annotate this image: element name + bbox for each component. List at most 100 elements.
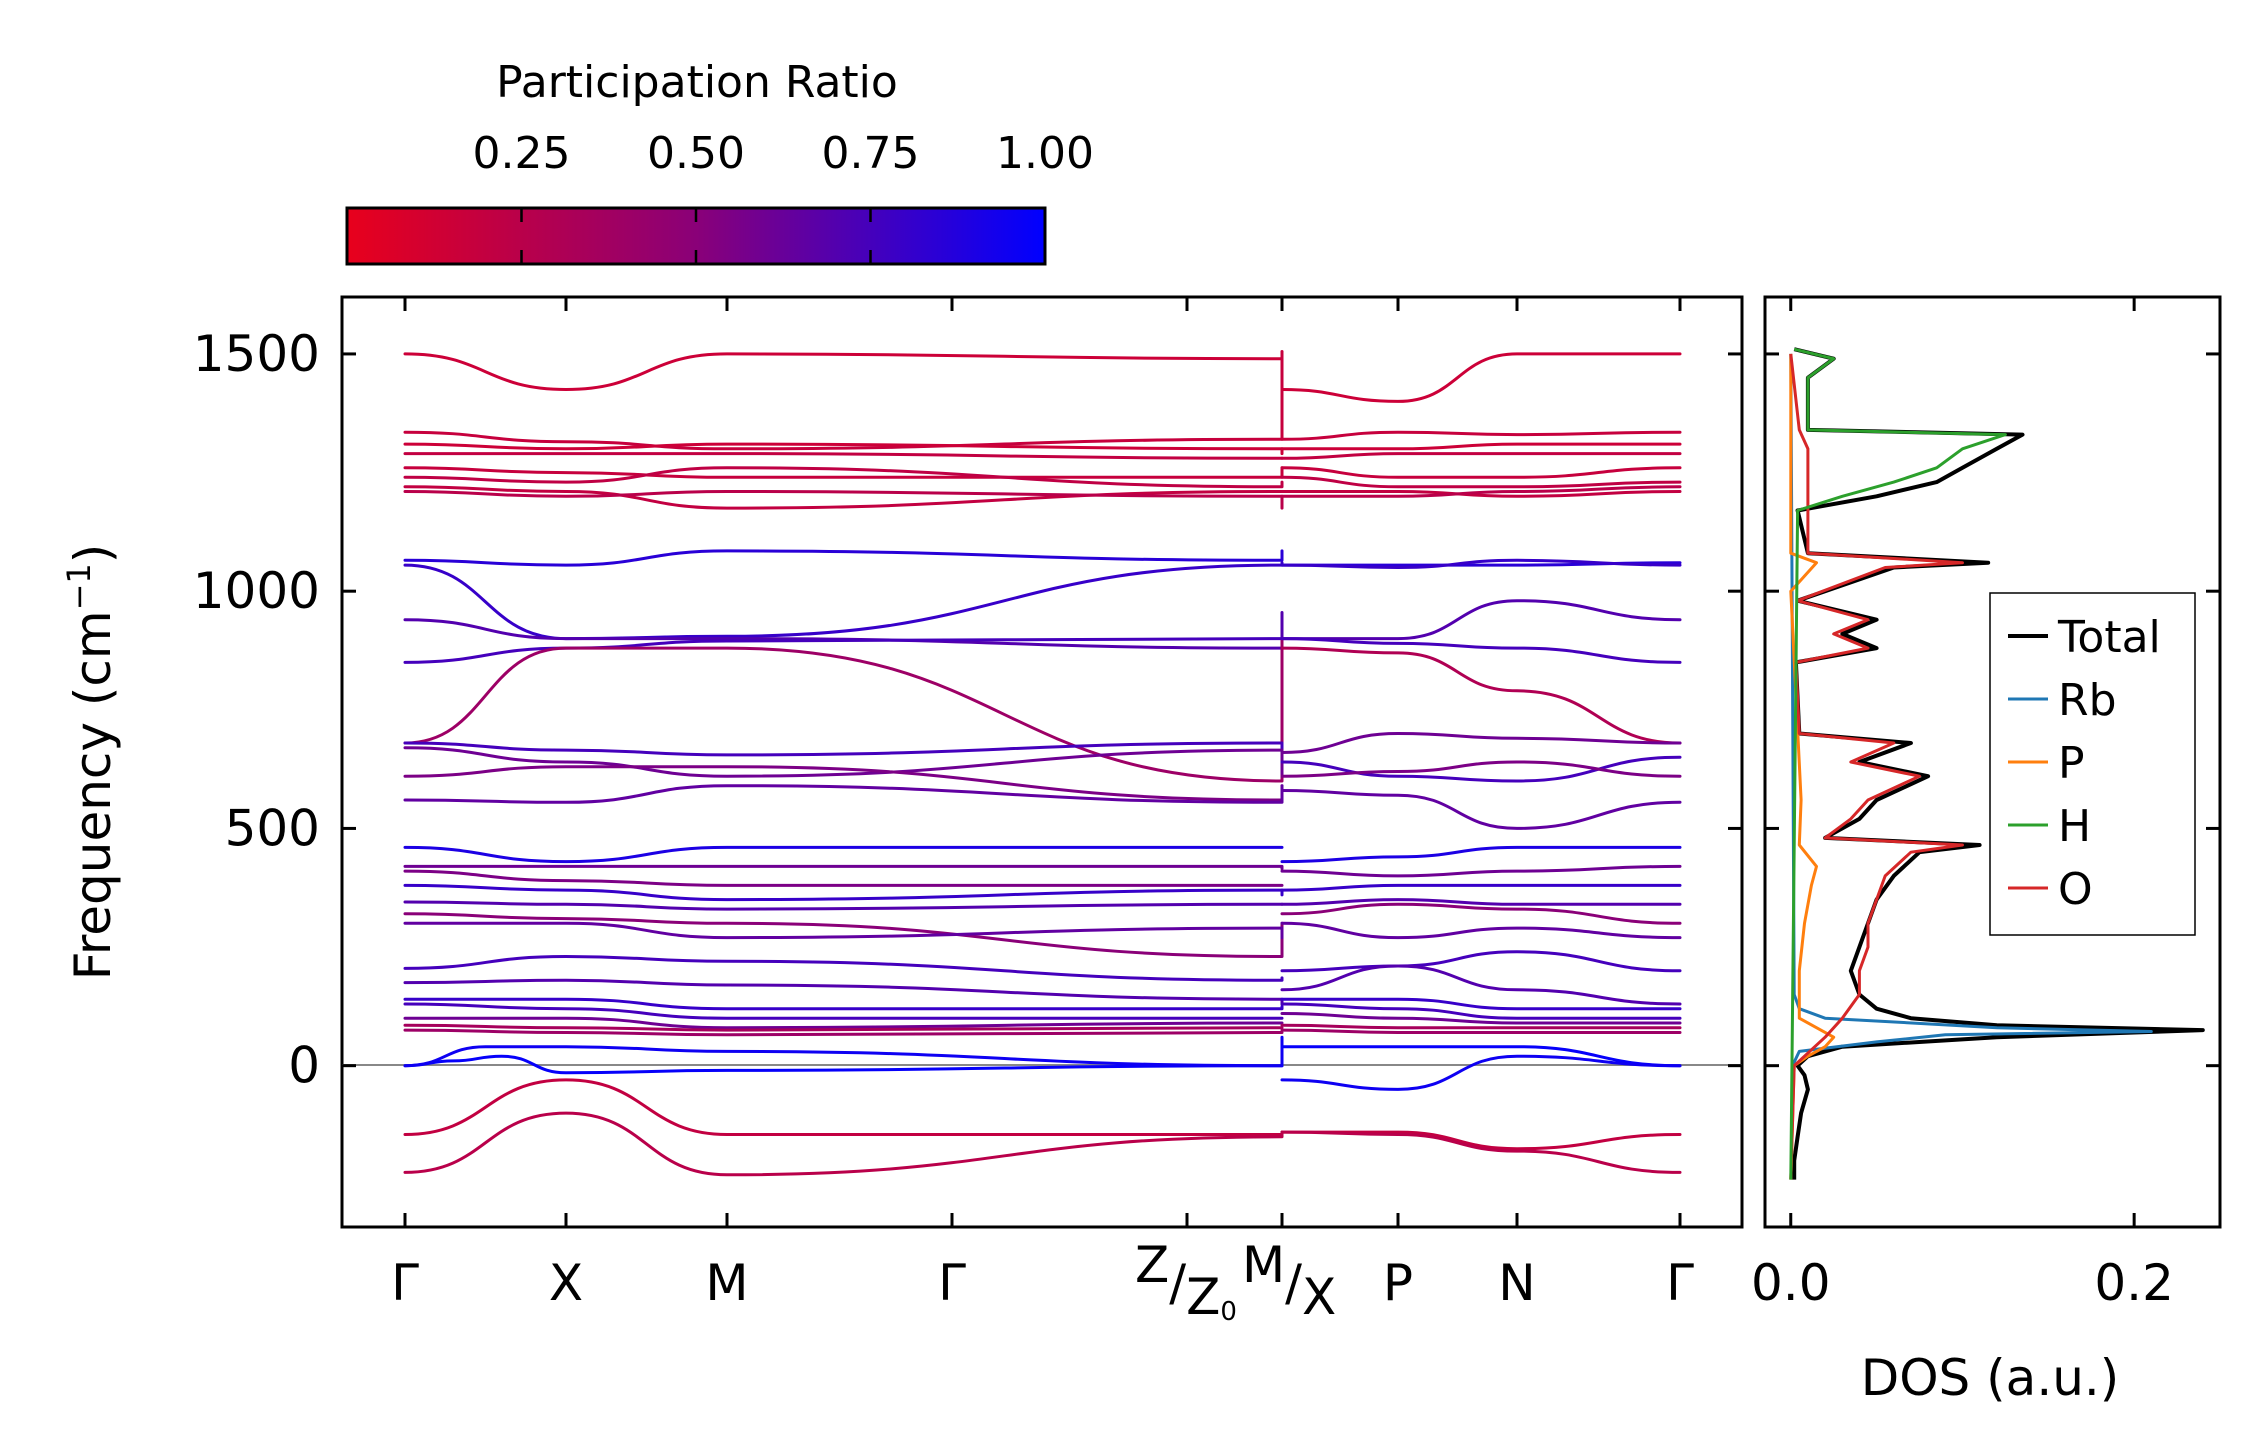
y-axis-title-sup: −1 bbox=[60, 563, 98, 610]
left-band-15 bbox=[403, 765, 1284, 802]
left-band-8 bbox=[403, 549, 1284, 567]
right-band-20 bbox=[1280, 898, 1682, 906]
left-band-3 bbox=[403, 452, 1284, 460]
right-band-29 bbox=[1280, 1028, 1682, 1035]
right-band-10 bbox=[1280, 599, 1682, 641]
right-band-19 bbox=[1280, 883, 1682, 892]
left-band-34 bbox=[403, 1111, 1284, 1177]
legend-label-total: Total bbox=[2057, 612, 2161, 663]
y-axis-title: Frequency (cm−1) bbox=[60, 544, 122, 981]
colorbar: Participation Ratio 0.25 0.50 0.75 1.00 bbox=[345, 57, 1094, 266]
right-band-22 bbox=[1280, 921, 1682, 940]
right-band-4 bbox=[1280, 466, 1682, 479]
left-band-18 bbox=[403, 864, 1284, 871]
dos-x-tick-label-0: 0.0 bbox=[1751, 1254, 1831, 1312]
left-band-17 bbox=[403, 845, 1284, 864]
left-band-29 bbox=[403, 1023, 1284, 1032]
k-label-z0: Z bbox=[1186, 1268, 1220, 1326]
k-label-slash-2: / bbox=[1285, 1254, 1302, 1312]
right-band-31 bbox=[1280, 1054, 1682, 1091]
left-band-23 bbox=[403, 921, 1284, 940]
right-band-24 bbox=[1280, 964, 1682, 1006]
right-band-18 bbox=[1280, 864, 1682, 878]
k-label-z0-sub: 0 bbox=[1220, 1297, 1237, 1327]
dos-panel: 0.0 0.2 DOS (a.u.) Total Rb P H O bbox=[1751, 295, 2222, 1407]
right-band-5 bbox=[1280, 475, 1682, 489]
dos-axis-ticks: 0.0 0.2 bbox=[1751, 297, 2220, 1312]
k-label-gamma-2: Γ bbox=[938, 1254, 966, 1312]
k-label-m2: M bbox=[1242, 1236, 1285, 1294]
y-tick-label-1: 500 bbox=[225, 799, 320, 857]
right-band-14 bbox=[1280, 755, 1682, 783]
legend-box bbox=[1989, 592, 2196, 936]
right-band-1 bbox=[1280, 430, 1682, 441]
legend-label-p: P bbox=[2058, 738, 2085, 789]
left-band-33 bbox=[403, 1078, 1284, 1137]
k-label-x: X bbox=[549, 1254, 583, 1312]
right-band-12 bbox=[1280, 646, 1682, 745]
y-axis-title-main: Frequency (cm bbox=[64, 610, 122, 980]
left-band-32 bbox=[403, 1035, 1284, 1068]
left-band-9 bbox=[403, 561, 1284, 641]
k-label-x2: X bbox=[1302, 1268, 1336, 1326]
colorbar-tick-label-2: 0.75 bbox=[822, 128, 920, 179]
left-band-20 bbox=[403, 883, 1284, 902]
right-band-17 bbox=[1280, 845, 1682, 864]
k-label-m-x: M/X bbox=[1242, 1236, 1336, 1326]
dos-series-rb bbox=[1789, 353, 2153, 1067]
y-tick-label-0: 0 bbox=[288, 1037, 320, 1095]
k-label-slash-1: / bbox=[1169, 1254, 1186, 1312]
y-axis-title-close: ) bbox=[64, 544, 122, 564]
left-band-11 bbox=[403, 637, 1284, 664]
right-band-21 bbox=[1280, 902, 1682, 925]
left-band-28 bbox=[403, 1016, 1284, 1030]
right-band-3 bbox=[1280, 452, 1682, 460]
k-label-gamma-1: Γ bbox=[391, 1254, 419, 1312]
dos-axes-frame bbox=[1763, 295, 2222, 1229]
dos-x-axis-title: DOS (a.u.) bbox=[1861, 1349, 2120, 1407]
band-lines bbox=[403, 350, 1682, 1177]
dos-x-tick-label-1: 0.2 bbox=[2094, 1254, 2174, 1312]
right-band-16 bbox=[1280, 789, 1682, 830]
right-band-23 bbox=[1280, 950, 1682, 973]
colorbar-title: Participation Ratio bbox=[496, 57, 898, 108]
y-tick-label-3: 1500 bbox=[193, 325, 320, 383]
left-band-26 bbox=[403, 997, 1284, 1011]
k-label-z: Z bbox=[1135, 1236, 1169, 1294]
left-band-12 bbox=[403, 637, 1284, 783]
left-band-31 bbox=[403, 1045, 1284, 1075]
right-band-30 bbox=[1280, 1045, 1682, 1068]
colorbar-tick-label-0: 0.25 bbox=[473, 128, 571, 179]
right-band-11 bbox=[1280, 637, 1682, 664]
right-band-27 bbox=[1280, 1012, 1682, 1025]
dos-series-o bbox=[1789, 353, 1964, 1180]
right-band-28 bbox=[1280, 1023, 1682, 1030]
left-band-5 bbox=[403, 466, 1284, 489]
left-band-21 bbox=[403, 900, 1284, 911]
right-band-13 bbox=[1280, 732, 1682, 754]
right-band-7 bbox=[1280, 485, 1682, 498]
k-label-gamma-3: Γ bbox=[1666, 1254, 1694, 1312]
k-label-n: N bbox=[1498, 1254, 1535, 1312]
left-band-1 bbox=[403, 350, 1284, 451]
left-band-22 bbox=[403, 912, 1284, 958]
left-band-10 bbox=[403, 611, 1284, 650]
right-band-25 bbox=[1280, 997, 1682, 1011]
right-band-33 bbox=[1280, 1130, 1682, 1174]
main-axes-frame bbox=[340, 295, 1744, 1229]
main-axis-ticks: 0 500 1000 1500 bbox=[193, 297, 1742, 1227]
right-band-9 bbox=[1280, 558, 1682, 569]
left-band-14 bbox=[403, 746, 1284, 778]
left-band-13 bbox=[403, 741, 1284, 757]
right-band-15 bbox=[1280, 760, 1682, 778]
left-band-16 bbox=[403, 784, 1284, 804]
left-band-30 bbox=[403, 1028, 1284, 1037]
dos-series-p bbox=[1789, 353, 1836, 1180]
legend-label-h: H bbox=[2058, 801, 2091, 852]
colorbar-tick-label-3: 1.00 bbox=[996, 128, 1094, 179]
colorbar-tick-label-1: 0.50 bbox=[647, 128, 745, 179]
legend-label-rb: Rb bbox=[2058, 675, 2117, 726]
left-band-24 bbox=[403, 955, 1284, 982]
